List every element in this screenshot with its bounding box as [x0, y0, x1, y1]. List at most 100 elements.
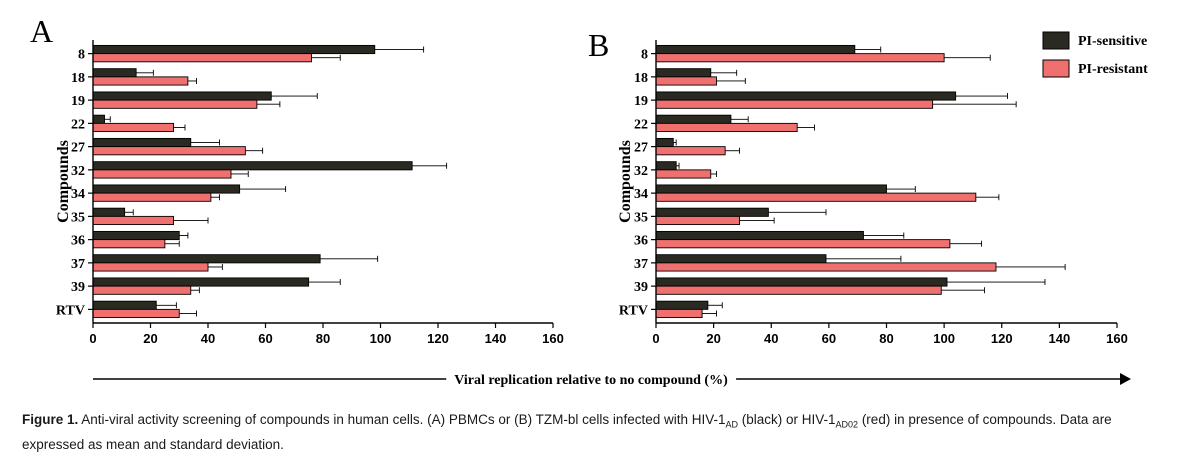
legend-label-pi-sensitive: PI-sensitive	[1078, 34, 1147, 49]
y-tick-label-39: 39	[71, 280, 85, 295]
bar-pi-resistant-19	[655, 99, 934, 109]
bar-pi-sensitive-36	[92, 230, 180, 241]
x-tick-label-120: 120	[427, 331, 449, 346]
x-tick-label-160: 160	[542, 331, 564, 346]
x-tick-label-80: 80	[879, 331, 893, 346]
y-tick-label-37: 37	[634, 257, 648, 272]
legend: PI-sensitive PI-resistant	[1042, 31, 1148, 78]
y-tick-label-19: 19	[71, 94, 85, 109]
y-tick-label-27: 27	[634, 141, 648, 156]
x-tick-label-0: 0	[652, 331, 659, 346]
y-tick-label-34: 34	[71, 187, 85, 202]
bar-pi-sensitive-34	[92, 184, 241, 194]
bar-pi-resistant-19	[92, 99, 258, 109]
x-tick-label-60: 60	[258, 331, 272, 346]
x-tick-label-140: 140	[1049, 331, 1071, 346]
x-tick-label-100: 100	[933, 331, 955, 346]
x-tick-label-20: 20	[706, 331, 720, 346]
x-tick-label-40: 40	[201, 331, 215, 346]
bar-pi-sensitive-39	[655, 277, 948, 287]
y-tick-label-32: 32	[634, 164, 648, 179]
x-tick-label-80: 80	[316, 331, 330, 346]
bar-pi-sensitive-32	[655, 161, 677, 171]
legend-swatch-pi-sensitive	[1042, 31, 1070, 50]
bar-pi-sensitive-37	[92, 254, 321, 264]
caption-text-3: (red) in presence of compounds. Data are…	[22, 412, 1112, 452]
shared-x-axis-arrow: Viral replication relative to no compoun…	[93, 369, 1131, 389]
bar-pi-resistant-8	[92, 53, 312, 63]
panel-b: B 8 18 19 22 27 32 34 35 36 37 39 RTV 0 20 40 60 80 100 120…	[588, 27, 1128, 346]
x-tick-label-120: 120	[991, 331, 1013, 346]
y-tick-label-RTV: RTV	[619, 303, 648, 318]
bar-pi-sensitive-8	[655, 44, 856, 55]
y-tick-label-18: 18	[634, 71, 648, 86]
bar-pi-resistant-39	[92, 285, 192, 295]
bar-pi-resistant-RTV	[655, 308, 703, 319]
y-tick-label-27: 27	[71, 141, 85, 156]
y-tick-label-36: 36	[71, 234, 85, 249]
shared-x-axis-label: Viral replication relative to no compoun…	[454, 373, 728, 388]
panel-label: B	[588, 27, 609, 63]
caption-sub-1: AD	[725, 419, 739, 430]
bar-pi-resistant-36	[92, 239, 166, 249]
bar-pi-resistant-27	[655, 146, 726, 156]
bar-pi-resistant-18	[92, 76, 189, 86]
bar-pi-sensitive-27	[92, 137, 192, 148]
y-tick-label-18: 18	[71, 71, 85, 86]
legend-swatch-pi-resistant	[1042, 59, 1070, 78]
x-tick-label-60: 60	[822, 331, 836, 346]
bar-pi-sensitive-35	[655, 207, 769, 217]
bar-pi-sensitive-39	[92, 277, 310, 287]
bar-pi-sensitive-18	[92, 68, 137, 78]
bar-pi-resistant-36	[655, 239, 951, 249]
bar-pi-resistant-18	[655, 76, 717, 86]
y-tick-label-39: 39	[634, 280, 648, 295]
bar-pi-resistant-34	[92, 192, 212, 202]
figure-caption: Figure 1. Anti-viral activity screening …	[22, 410, 1172, 454]
bar-pi-sensitive-32	[92, 161, 413, 171]
bar-pi-resistant-32	[92, 169, 232, 179]
y-tick-label-22: 22	[634, 117, 648, 132]
bar-pi-resistant-34	[655, 192, 977, 202]
caption-figure-label: Figure 1.	[22, 412, 79, 427]
x-tick-label-140: 140	[485, 331, 507, 346]
caption-sub-2: AD02	[835, 419, 859, 430]
bar-pi-sensitive-8	[92, 44, 376, 55]
x-tick-label-0: 0	[89, 331, 96, 346]
y-tick-label-32: 32	[71, 164, 85, 179]
bar-pi-resistant-35	[655, 215, 741, 226]
bar-pi-sensitive-19	[92, 91, 272, 101]
bar-pi-sensitive-19	[655, 91, 957, 101]
caption-text-2: (black) or HIV-1	[738, 412, 836, 427]
caption-text-1: Anti-viral activity screening of compoun…	[78, 412, 726, 427]
y-tick-label-35: 35	[71, 210, 85, 225]
bar-pi-resistant-32	[655, 169, 712, 179]
bar-pi-resistant-37	[655, 262, 997, 272]
bar-pi-resistant-27	[92, 146, 246, 156]
bar-pi-resistant-8	[655, 53, 945, 63]
x-tick-label-20: 20	[143, 331, 157, 346]
bar-pi-sensitive-34	[655, 184, 887, 194]
bar-pi-resistant-39	[655, 285, 942, 295]
x-tick-label-40: 40	[764, 331, 778, 346]
y-tick-label-8: 8	[641, 48, 648, 63]
x-tick-label-160: 160	[1106, 331, 1128, 346]
bar-pi-sensitive-RTV	[655, 300, 709, 310]
bar-pi-sensitive-22	[655, 114, 732, 124]
y-tick-label-8: 8	[78, 48, 85, 63]
bar-pi-sensitive-37	[655, 254, 827, 264]
y-tick-label-19: 19	[634, 94, 648, 109]
bar-pi-sensitive-18	[655, 68, 712, 78]
bar-pi-sensitive-22	[92, 114, 105, 124]
bar-pi-resistant-RTV	[92, 308, 180, 319]
bar-pi-sensitive-RTV	[92, 300, 157, 310]
legend-label-pi-resistant: PI-resistant	[1078, 62, 1148, 77]
bar-pi-resistant-35	[92, 215, 174, 226]
y-tick-label-36: 36	[634, 234, 648, 249]
y-tick-label-22: 22	[71, 117, 85, 132]
bar-pi-sensitive-35	[92, 207, 126, 217]
y-tick-label-RTV: RTV	[56, 303, 85, 318]
panel-a: A 8 18 19 22 27 32 34 35 36 37 39 RTV 0 20 40 60 80 100 120…	[30, 13, 564, 346]
bar-pi-resistant-22	[92, 122, 174, 133]
